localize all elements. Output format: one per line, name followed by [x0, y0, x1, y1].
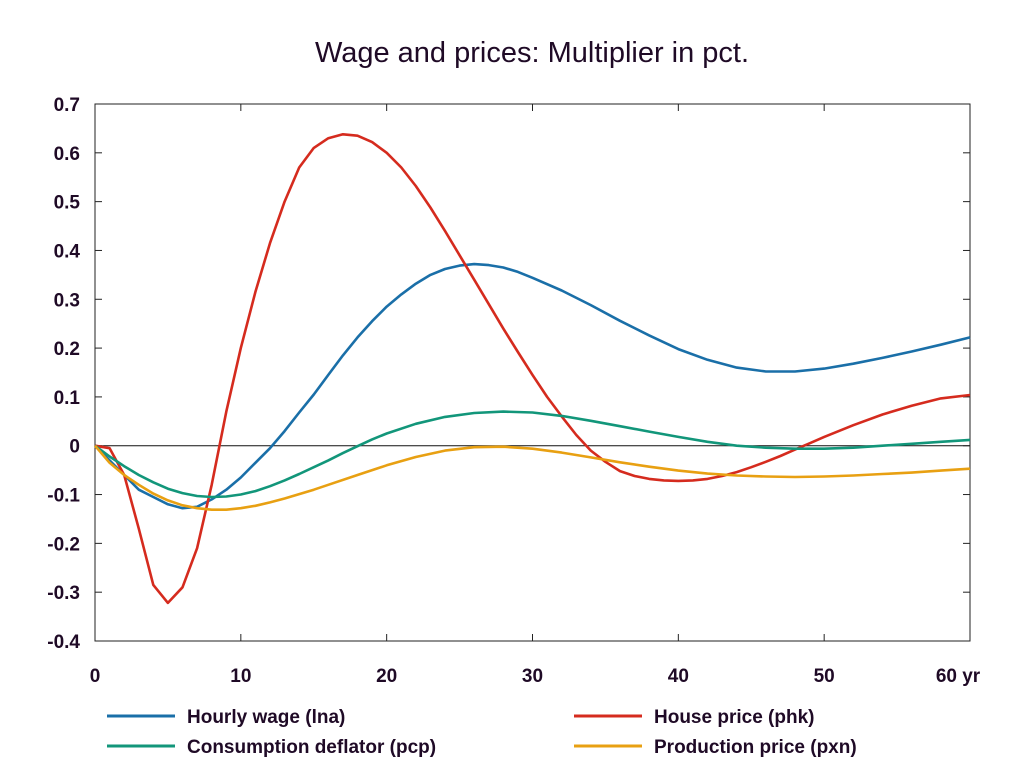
legend-label-1: House price (phk)	[654, 707, 814, 728]
y-tick-label: -0.4	[47, 632, 80, 653]
y-tick-label: -0.2	[47, 534, 80, 555]
x-tick-label: 20	[376, 666, 397, 687]
legend: Hourly wage (lna) House price (phk) Consum…	[107, 707, 857, 758]
series-line-2	[94, 410, 971, 499]
x-tick-label: 60 yr	[936, 666, 981, 687]
x-tick-label: 30	[522, 666, 543, 687]
y-tick-label: 0.4	[54, 241, 81, 262]
series-line-3	[94, 444, 971, 511]
y-tick-label: 0.2	[54, 339, 80, 360]
y-axis: -0.4 -0.3 -0.2 -0.1 0 0.1 0.2 0.3 0.4 0.5 0.6 0.7	[47, 95, 970, 653]
y-tick-label: -0.3	[47, 583, 80, 604]
y-tick-label: 0.3	[54, 290, 80, 311]
y-tick-label: -0.1	[47, 486, 80, 507]
y-tick-label: 0.6	[54, 144, 80, 165]
x-tick-label: 50	[814, 666, 835, 687]
x-tick-label: 10	[230, 666, 251, 687]
x-tick-label: 0	[90, 666, 101, 687]
y-tick-label: 0.1	[54, 388, 81, 409]
legend-label-2: Consumption deflator (pcp)	[187, 737, 436, 758]
legend-label-0: Hourly wage (lna)	[187, 707, 345, 728]
y-tick-label: 0.5	[54, 193, 81, 214]
legend-label-3: Production price (pxn)	[654, 737, 857, 758]
x-tick-label: 40	[668, 666, 689, 687]
series-line-1	[94, 133, 971, 605]
y-tick-label: 0.7	[54, 95, 80, 116]
series-lines	[94, 133, 971, 605]
y-tick-label: 0	[69, 437, 80, 458]
series-line-0	[94, 262, 971, 510]
chart-title: Wage and prices: Multiplier in pct.	[315, 37, 749, 69]
x-axis: 0 10 20 30 40 50 60 yr	[90, 104, 981, 687]
